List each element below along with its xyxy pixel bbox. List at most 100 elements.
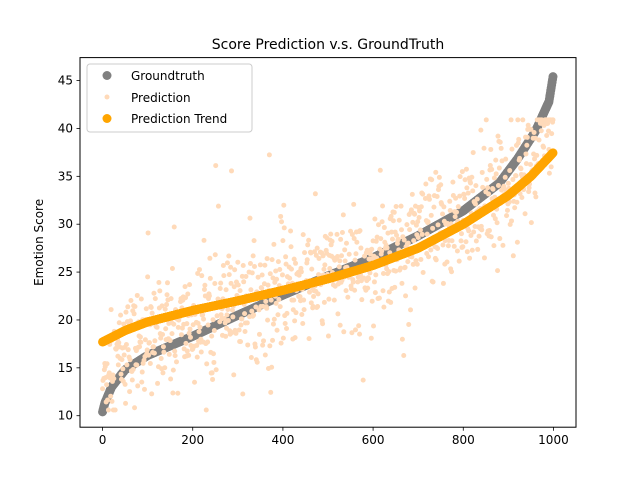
prediction-point: [497, 236, 503, 242]
prediction-point: [247, 260, 253, 266]
prediction-point: [479, 169, 485, 175]
prediction-point: [472, 201, 478, 207]
prediction-point: [146, 352, 152, 358]
prediction-point: [339, 229, 345, 235]
prediction-point: [343, 288, 349, 294]
prediction-point: [273, 300, 279, 306]
prediction-point: [548, 164, 554, 170]
prediction-point: [379, 248, 385, 254]
prediction-point: [187, 334, 193, 340]
prediction-point: [423, 181, 429, 187]
prediction-point: [134, 362, 140, 368]
prediction-point: [160, 370, 166, 376]
prediction-point: [238, 339, 244, 345]
prediction-point: [426, 254, 432, 260]
prediction-point: [392, 284, 398, 290]
prediction-point: [463, 166, 469, 172]
prediction-point: [325, 333, 331, 339]
prediction-point: [138, 296, 144, 302]
prediction-point: [512, 205, 518, 211]
prediction-point: [135, 383, 141, 389]
prediction-point: [343, 240, 349, 246]
y-tick-label: 45: [58, 74, 73, 88]
prediction-point: [315, 304, 321, 309]
prediction-point: [339, 253, 345, 259]
prediction-point: [172, 353, 178, 359]
legend-label-prediction: Prediction: [131, 91, 191, 105]
prediction-point: [322, 262, 328, 268]
prediction-point: [207, 275, 213, 281]
prediction-point: [118, 371, 124, 377]
y-tick-label: 10: [58, 409, 73, 423]
prediction-point: [411, 238, 417, 244]
prediction-point: [139, 369, 145, 375]
prediction-point: [127, 357, 133, 363]
prediction-point: [467, 180, 473, 186]
y-tick-label: 35: [58, 169, 73, 183]
prediction-point: [451, 243, 457, 249]
prediction-point: [407, 227, 413, 233]
y-tick-label: 25: [58, 265, 73, 279]
prediction-point: [213, 367, 219, 373]
prediction-point: [465, 190, 471, 196]
prediction-point: [121, 352, 127, 358]
prediction-point: [484, 176, 490, 182]
prediction-point: [204, 361, 210, 367]
prediction-point: [389, 229, 395, 235]
prediction-point: [247, 215, 253, 221]
prediction-point: [338, 236, 344, 242]
y-tick-label: 20: [58, 313, 73, 327]
prediction-point: [274, 327, 280, 333]
prediction-point: [271, 316, 277, 322]
prediction-point: [172, 348, 178, 354]
prediction-point: [125, 347, 131, 353]
prediction-point: [527, 161, 533, 167]
prediction-point: [485, 185, 491, 191]
prediction-point: [111, 376, 117, 382]
prediction-point: [386, 289, 392, 295]
prediction-point: [510, 177, 516, 183]
prediction-point: [265, 282, 271, 288]
prediction-point: [467, 255, 473, 261]
prediction-point: [116, 340, 122, 346]
prediction-point: [173, 359, 179, 365]
prediction-point: [418, 204, 424, 210]
prediction-point: [183, 340, 189, 346]
prediction-point: [495, 183, 501, 189]
prediction-point: [473, 183, 479, 189]
prediction-point: [334, 254, 340, 260]
prediction-point: [238, 322, 244, 328]
prediction-point: [314, 245, 320, 251]
prediction-point: [221, 316, 227, 322]
prediction-point: [145, 274, 151, 280]
prediction-point: [470, 150, 476, 156]
prediction-point: [232, 267, 238, 273]
prediction-point: [393, 204, 399, 210]
prediction-point: [143, 306, 149, 312]
prediction-point: [239, 316, 245, 322]
prediction-point: [351, 235, 357, 241]
prediction-point: [278, 340, 284, 346]
prediction-point: [301, 297, 307, 303]
prediction-point: [520, 117, 526, 123]
prediction-point: [288, 244, 294, 250]
prediction-point: [380, 288, 386, 294]
prediction-point: [501, 183, 507, 189]
prediction-point: [118, 312, 124, 318]
prediction-point: [197, 324, 203, 330]
prediction-point: [218, 280, 224, 286]
prediction-point: [524, 142, 530, 148]
prediction-point: [367, 270, 373, 276]
prediction-point: [252, 344, 258, 350]
prediction-point: [458, 231, 464, 237]
prediction-point: [108, 393, 114, 399]
prediction-point: [458, 238, 464, 244]
prediction-point: [321, 266, 327, 272]
prediction-point: [518, 166, 524, 172]
prediction-point: [504, 213, 510, 219]
prediction-point: [550, 117, 556, 123]
prediction-point: [228, 280, 234, 286]
prediction-point: [495, 268, 501, 274]
prediction-point: [269, 364, 275, 370]
prediction-point: [491, 243, 497, 249]
